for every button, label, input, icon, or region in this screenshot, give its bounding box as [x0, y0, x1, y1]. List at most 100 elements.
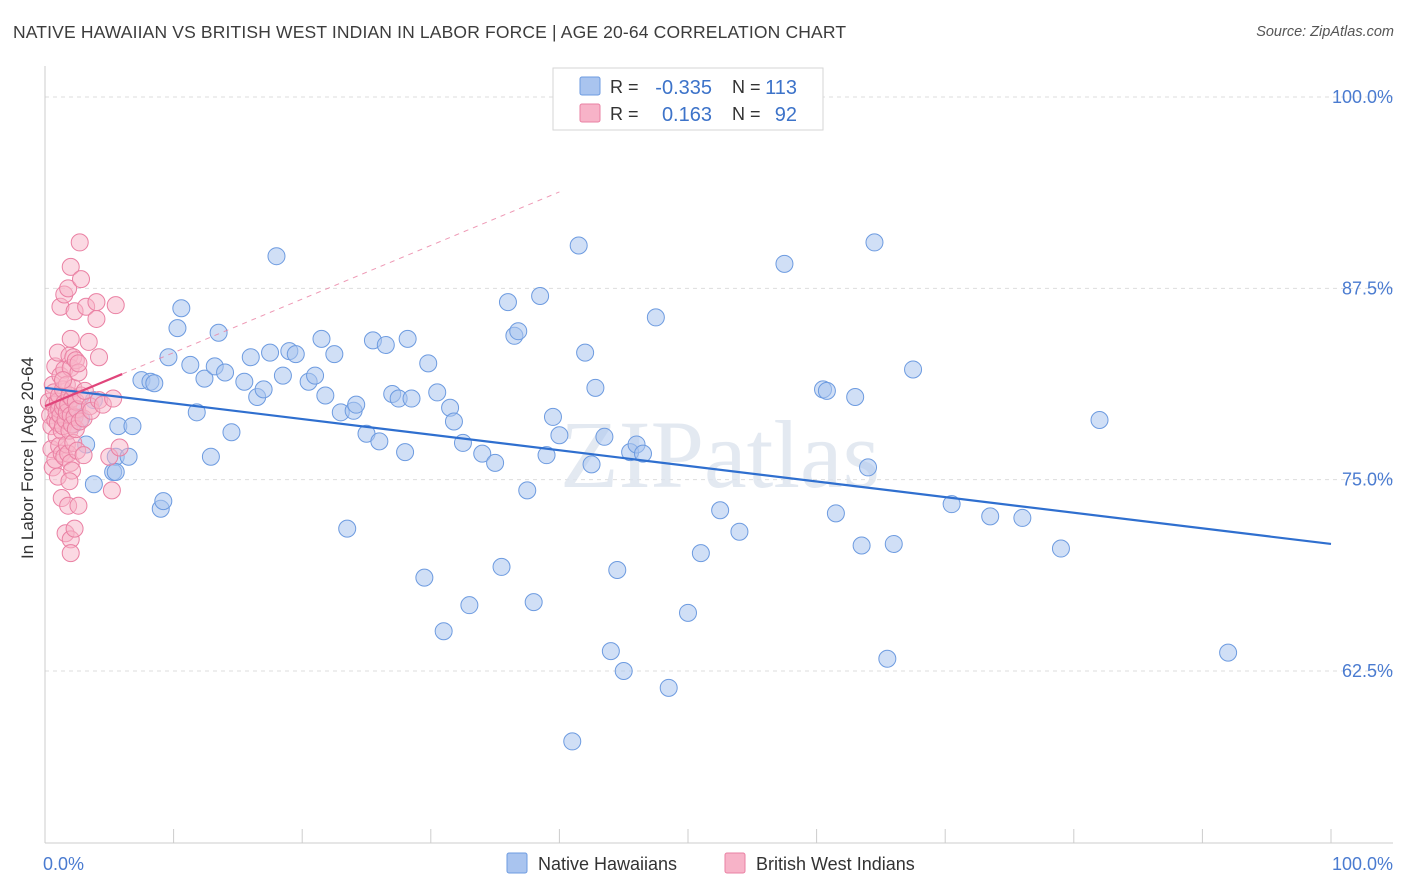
native-hawaiians-point	[550, 426, 569, 445]
native-hawaiians-point	[646, 308, 665, 327]
native-hawaiians-point	[981, 507, 1000, 526]
native-hawaiians-point	[123, 417, 142, 436]
native-hawaiians-point	[730, 522, 749, 541]
british-west-indians-point	[60, 472, 79, 491]
native-hawaiians-point	[370, 432, 389, 451]
native-hawaiians-point	[398, 329, 417, 348]
legend-label-british-west-indians: British West Indians	[756, 854, 915, 874]
native-hawaiians-point	[473, 444, 492, 463]
native-hawaiians-point	[84, 475, 103, 494]
native-hawaiians-point	[181, 355, 200, 374]
native-hawaiians-point	[402, 389, 421, 408]
native-hawaiians-point	[216, 363, 235, 382]
x-tick-label: 0.0%	[43, 854, 84, 874]
native-hawaiians-point	[518, 481, 537, 500]
x-tick-labels: 0.0% 100.0%	[43, 854, 1393, 874]
native-hawaiians-point	[201, 447, 220, 466]
native-hawaiians-point	[852, 536, 871, 555]
british-west-indians-points	[39, 233, 129, 563]
stats-box: R = -0.335 N = 113 R = 0.163 N = 92	[552, 67, 824, 131]
native-hawaiians-point	[1219, 643, 1238, 662]
chart-title: NATIVE HAWAIIAN VS BRITISH WEST INDIAN I…	[13, 22, 847, 42]
british-west-indians-point	[70, 233, 89, 252]
british-west-indians-trend-extension	[121, 191, 560, 375]
native-hawaiians-point	[582, 455, 601, 474]
british-west-indians-point	[61, 329, 80, 348]
stats-r-value-2: 0.163	[662, 104, 712, 126]
native-hawaiians-point	[434, 622, 453, 641]
legend: Native Hawaiians British West Indians	[506, 852, 915, 874]
native-hawaiians-point	[376, 335, 395, 354]
native-hawaiians-point	[241, 348, 260, 367]
native-hawaiians-point	[273, 366, 292, 385]
british-west-indians-point	[102, 481, 121, 500]
british-west-indians-point	[74, 446, 93, 465]
native-hawaiians-point	[347, 395, 366, 414]
native-hawaiians-point	[261, 343, 280, 362]
native-hawaiians-point	[172, 299, 191, 318]
stats-n-label-2: N =	[732, 104, 761, 124]
native-hawaiians-point	[904, 360, 923, 379]
native-hawaiians-point	[569, 236, 588, 255]
y-axis-label: In Labor Force | Age 20-64	[18, 357, 37, 559]
native-hawaiians-point	[444, 412, 463, 431]
british-west-indians-point	[79, 332, 98, 351]
british-west-indians-point	[106, 296, 125, 315]
british-west-indians-point	[65, 519, 84, 538]
british-west-indians-point	[69, 496, 88, 515]
native-hawaiians-point	[826, 504, 845, 523]
native-hawaiians-point	[865, 233, 884, 252]
stats-n-label-1: N =	[732, 77, 761, 97]
native-hawaiians-point	[691, 544, 710, 563]
native-hawaiians-point	[267, 247, 286, 266]
native-hawaiians-point	[154, 492, 173, 511]
british-west-indians-point	[59, 279, 78, 298]
british-west-indians-point	[104, 389, 123, 408]
native-hawaiians-point	[338, 519, 357, 538]
native-hawaiians-point	[396, 443, 415, 462]
y-tick-label: 100.0%	[1332, 87, 1393, 107]
british-west-indians-trend-line	[44, 373, 123, 408]
british-west-indians-point	[72, 270, 91, 289]
native-hawaiians-point	[524, 593, 543, 612]
stats-n-value-2: 92	[775, 104, 797, 126]
native-hawaiians-point	[222, 423, 241, 442]
native-hawaiians-point	[209, 323, 228, 342]
legend-swatch-british-west-indians	[724, 852, 746, 874]
native-hawaiians-point	[659, 678, 678, 697]
native-hawaiians-point	[168, 319, 187, 338]
native-hawaiians-point	[509, 322, 528, 341]
watermark: ZIPatlas	[560, 401, 880, 508]
native-hawaiians-point	[419, 354, 438, 373]
y-tick-label: 62.5%	[1342, 661, 1393, 681]
stats-r-value-1: -0.335	[655, 77, 712, 99]
stats-n-value-1: 113	[765, 77, 797, 99]
native-hawaiians-point	[633, 444, 652, 463]
native-hawaiians-point	[1051, 539, 1070, 558]
native-hawaiians-point	[543, 407, 562, 426]
stats-r-label-1: R =	[610, 77, 639, 97]
native-hawaiians-point	[415, 568, 434, 587]
x-tick-label: 100.0%	[1332, 854, 1393, 874]
native-hawaiians-point	[595, 427, 614, 446]
british-west-indians-point	[110, 438, 129, 457]
native-hawaiians-point	[492, 557, 511, 576]
native-hawaiians-point	[325, 345, 344, 364]
native-hawaiians-point	[195, 369, 214, 388]
native-hawaiians-point	[846, 388, 865, 407]
british-west-indians-point	[87, 309, 106, 328]
native-hawaiians-trend-line	[44, 386, 1332, 546]
native-hawaiians-point	[498, 293, 517, 312]
legend-label-native-hawaiians: Native Hawaiians	[538, 854, 677, 874]
native-hawaiians-points	[55, 233, 1238, 751]
native-hawaiians-point	[312, 329, 331, 348]
gridlines	[45, 96, 1393, 672]
native-hawaiians-point	[884, 534, 903, 553]
native-hawaiians-point	[286, 345, 305, 364]
native-hawaiians-point	[537, 446, 556, 465]
native-hawaiians-point	[254, 380, 273, 399]
native-hawaiians-point	[711, 501, 730, 520]
native-hawaiians-point	[106, 463, 125, 482]
native-hawaiians-point	[486, 453, 505, 472]
